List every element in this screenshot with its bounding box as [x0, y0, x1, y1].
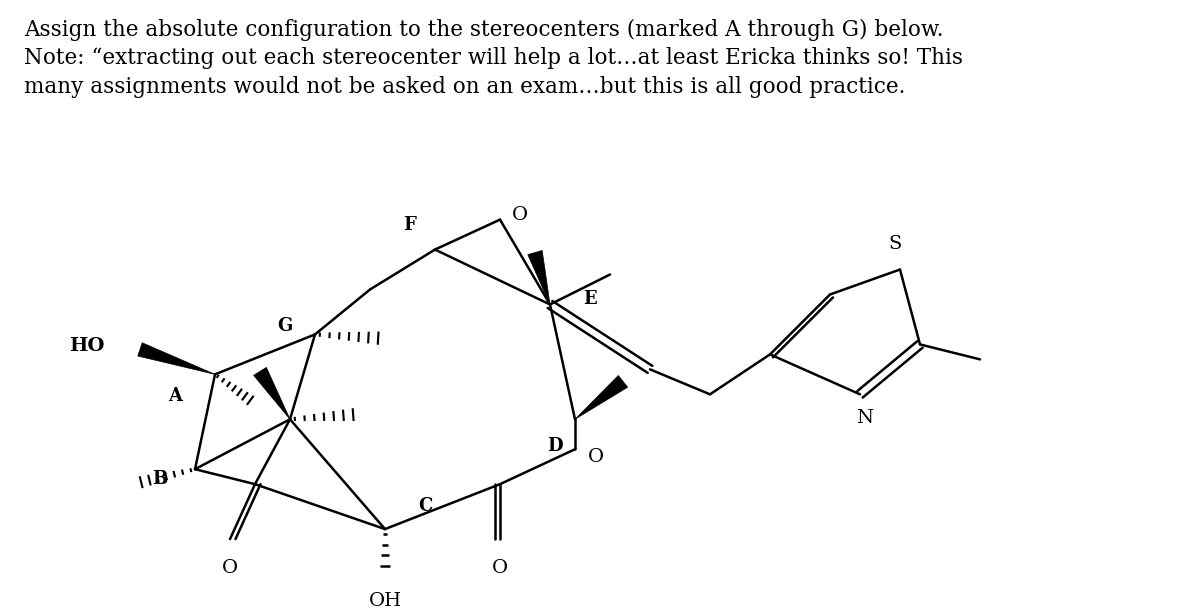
Text: D: D — [547, 437, 563, 455]
Text: S: S — [888, 234, 901, 253]
Text: HO: HO — [70, 338, 106, 355]
Polygon shape — [253, 367, 290, 419]
Text: G: G — [277, 317, 293, 335]
Text: Assign the absolute configuration to the stereocenters (marked A through G) belo: Assign the absolute configuration to the… — [24, 18, 964, 98]
Text: B: B — [152, 470, 168, 488]
Text: C: C — [418, 497, 432, 515]
Polygon shape — [575, 376, 628, 419]
Text: F: F — [403, 216, 416, 234]
Polygon shape — [528, 250, 550, 304]
Text: A: A — [168, 387, 182, 405]
Text: O: O — [588, 448, 604, 466]
Text: O: O — [512, 205, 528, 224]
Text: E: E — [583, 290, 596, 309]
Text: N: N — [857, 410, 874, 427]
Text: O: O — [222, 559, 238, 577]
Polygon shape — [138, 343, 215, 375]
Text: O: O — [492, 559, 508, 577]
Text: OH: OH — [368, 592, 402, 610]
